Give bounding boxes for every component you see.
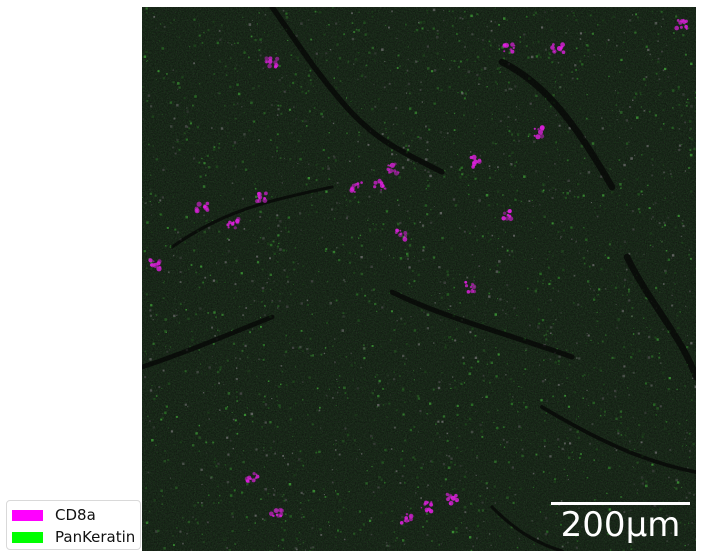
tissue-image bbox=[142, 7, 696, 551]
channel-legend: CD8a PanKeratin bbox=[6, 500, 141, 550]
cd8a-swatch bbox=[12, 509, 43, 521]
legend-item-cd8a: CD8a bbox=[12, 504, 135, 526]
legend-label-pankeratin: PanKeratin bbox=[55, 528, 136, 546]
pankeratin-swatch bbox=[12, 531, 43, 543]
scale-bar-label: 200μm bbox=[560, 505, 681, 545]
legend-label-cd8a: CD8a bbox=[55, 506, 96, 524]
legend-item-pankeratin: PanKeratin bbox=[12, 526, 135, 548]
scale-bar-line bbox=[551, 502, 690, 505]
scale-bar: 200μm bbox=[551, 502, 690, 548]
